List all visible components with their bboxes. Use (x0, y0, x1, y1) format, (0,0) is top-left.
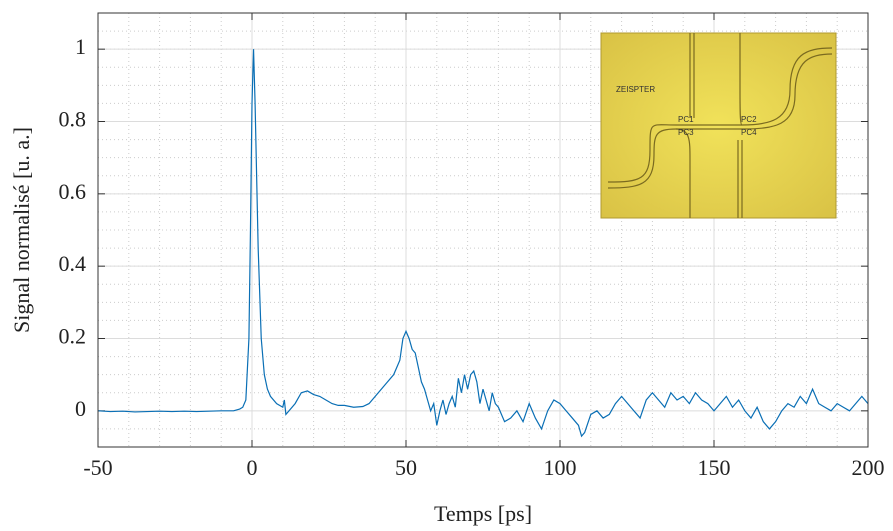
inset-label: PC2 (741, 115, 757, 124)
y-axis-label: Signal normalisé [u. a.] (9, 127, 34, 333)
y-tick-label: 1 (75, 34, 86, 59)
inset-label: PC1 (678, 115, 694, 124)
x-tick-label: -50 (83, 455, 112, 480)
signal-line (97, 49, 869, 438)
grid (97, 12, 869, 448)
svg-text:ZEISPTER: ZEISPTER (616, 85, 655, 94)
plot-frame (97, 12, 869, 448)
x-tick-label: 200 (852, 455, 885, 480)
x-tick-label: 50 (395, 455, 417, 480)
y-tick-label: 0.6 (59, 179, 87, 204)
x-tick-label: 0 (247, 455, 258, 480)
inset-image: ZEISPTER PC1 PC2 PC3 PC4 (600, 32, 837, 219)
y-tick-label: 0.2 (59, 324, 87, 349)
plot (97, 13, 869, 447)
y-tick-label: 0.8 (59, 107, 87, 132)
y-tick-label: 0.4 (59, 251, 87, 276)
inset-label: PC4 (741, 128, 757, 137)
y-tick-label: 0 (75, 396, 86, 421)
x-tick-label: 150 (698, 455, 731, 480)
x-tick-label: 100 (544, 455, 577, 480)
inset-label: PC3 (678, 128, 694, 137)
x-axis-label: Temps [ps] (434, 501, 532, 526)
